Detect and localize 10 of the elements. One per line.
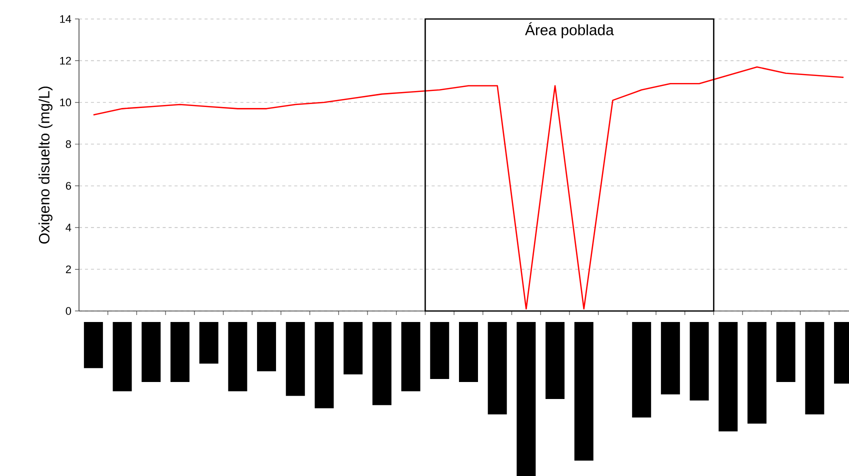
y-tick-label: 0	[66, 307, 72, 315]
y-tick-label: 8	[66, 140, 72, 148]
y-tick-label: 14	[60, 15, 72, 23]
y-tick-label: 6	[66, 182, 72, 190]
y-tick-label: 12	[60, 56, 71, 65]
y-tick-label: 4	[66, 224, 72, 232]
y-tick-label: 2	[66, 265, 71, 274]
y-tick-label: 10	[60, 98, 72, 106]
y-axis-title: Oxigeno disuelto (mg/L)	[38, 86, 52, 244]
annotation: Área poblada	[525, 22, 614, 38]
